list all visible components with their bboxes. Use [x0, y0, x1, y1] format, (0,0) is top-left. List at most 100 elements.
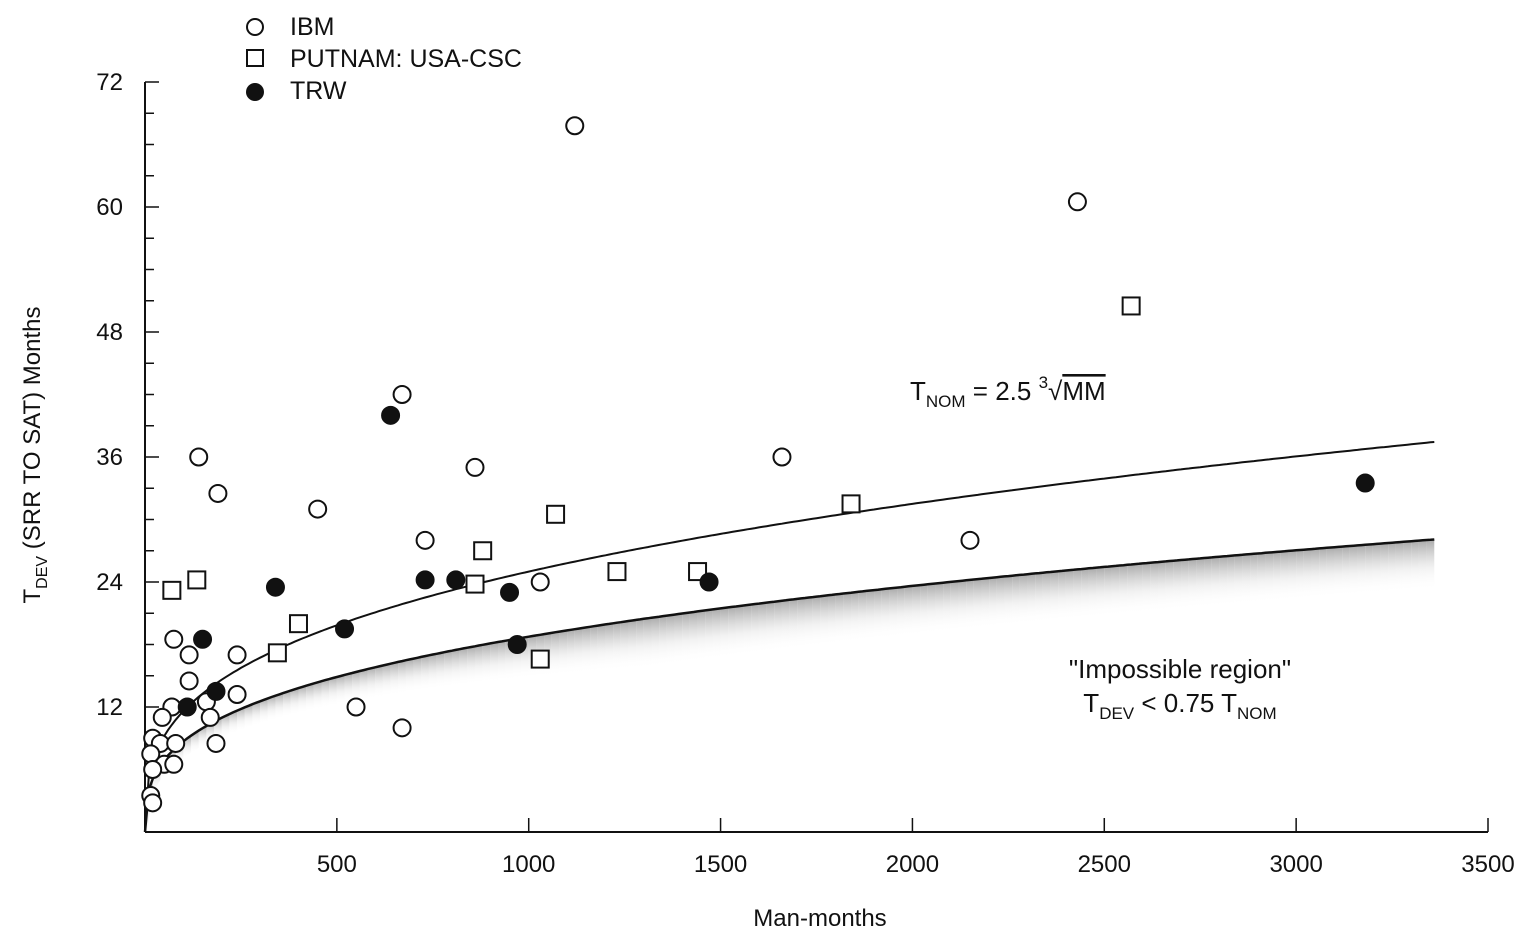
impossible-shade-band [1142, 562, 1151, 614]
impossible-shade-band [474, 644, 483, 685]
impossible-shade-band [774, 600, 782, 652]
x-tick-label: 2000 [886, 851, 939, 878]
y-axis-title-subscript: DEV [34, 556, 51, 589]
impossible-shade-band [1403, 541, 1412, 592]
impossible-shade-band [897, 586, 905, 638]
ibm-point [530, 572, 550, 592]
impossible-shade-band [804, 597, 813, 648]
impossible-shade-band [1165, 560, 1174, 612]
impossible-shade-band [375, 665, 383, 698]
impossible-shade-band [1104, 566, 1112, 617]
impossible-shade-band [436, 652, 445, 689]
impossible-shade-band [1357, 544, 1366, 596]
impossible-shade-band [697, 610, 706, 662]
impossible-shade-band [1012, 574, 1020, 626]
impossible-boundary-curve [143, 538, 1435, 833]
ibm-point [189, 447, 209, 467]
x-tick-label: 1000 [502, 851, 555, 878]
impossible-shade-band [766, 601, 775, 653]
ibm-point [227, 685, 247, 704]
ibm-point [206, 733, 226, 753]
impossible-shade-band [1303, 549, 1312, 600]
impossible-shade-band [605, 623, 614, 672]
ibm-point [152, 707, 172, 727]
x-tick-label: 3000 [1269, 851, 1322, 878]
impossible-shade-band [1088, 567, 1097, 619]
impossible-shade-band [1019, 574, 1028, 625]
impossible-shade-band [1280, 550, 1289, 602]
condition-dev-subscript: DEV [1099, 704, 1135, 723]
impossible-shade-band [820, 595, 829, 647]
t-nom-formula-label: TNOM = 2.5 3√MM [910, 373, 1106, 411]
impossible-shade-band [950, 581, 959, 632]
impossible-shade-band [843, 592, 852, 644]
impossible-shade-band [1411, 540, 1419, 592]
impossible-shade-band [1273, 551, 1281, 603]
ibm-point [1067, 192, 1087, 212]
impossible-shade-band [1173, 560, 1182, 611]
t-nom-formula-subscript: NOM [926, 392, 966, 411]
putnam-usa-csc-point [530, 649, 550, 669]
putnam-usa-csc-point [465, 574, 485, 594]
impossible-shade-band [1081, 568, 1089, 620]
impossible-shade-band [1150, 562, 1159, 613]
impossible-shade-band [636, 618, 644, 670]
impossible-shade-band [352, 671, 360, 702]
x-tick-label: 1500 [694, 851, 747, 878]
impossible-shade-band [482, 643, 491, 684]
impossible-shade-band [973, 578, 982, 630]
impossible-shade-band [359, 669, 368, 701]
t-nom-formula-t: T [910, 376, 926, 406]
impossible-shade-band [666, 614, 675, 666]
impossible-shade-band [344, 672, 353, 704]
impossible-shade-band [1188, 558, 1197, 610]
y-axis-title-rest: (SRR TO SAT) Months [19, 307, 46, 556]
trw-point [265, 577, 285, 597]
x-tick-label: 3500 [1461, 851, 1514, 878]
impossible-shade-band [628, 619, 637, 670]
ibm-point [208, 483, 228, 503]
impossible-shade-band [659, 615, 667, 667]
putnam-usa-csc-point [841, 494, 861, 514]
impossible-shade-band [781, 599, 790, 651]
impossible-shade-band [551, 631, 560, 677]
impossible-shade-band [590, 625, 598, 673]
impossible-shade-band [789, 598, 798, 650]
impossible-shade-band [1119, 564, 1128, 616]
impossible-shade-band [321, 679, 330, 708]
y-tick-label: 12 [96, 694, 123, 721]
impossible-shade-band [858, 590, 867, 642]
impossible-shade-band [1035, 572, 1043, 624]
putnam-usa-csc-point [267, 643, 287, 663]
legend: IBM PUTNAM: USA-CSC TRW [246, 13, 522, 105]
impossible-shade-band [1096, 566, 1105, 618]
impossible-shade-band [413, 656, 422, 692]
ibm-point [465, 457, 485, 477]
putnam-usa-csc-point [473, 541, 493, 561]
impossible-shade-band [398, 660, 406, 695]
impossible-shade-band [1349, 545, 1358, 596]
impossible-shade-band [812, 596, 821, 648]
impossible-shade-band [390, 661, 399, 696]
impossible-shade-band [1288, 550, 1297, 601]
impossible-shade-band [1058, 570, 1066, 622]
impossible-shade-band [229, 710, 238, 735]
impossible-shade-band [1181, 559, 1189, 611]
impossible-shade-band [283, 690, 291, 718]
ibm-point [565, 116, 585, 136]
t-nom-formula-radical: √ [1048, 376, 1063, 406]
x-tick-label: 2500 [1078, 851, 1131, 878]
impossible-shade-band [244, 704, 253, 729]
impossible-shade-band [1380, 542, 1389, 594]
impossible-shade-band [382, 663, 391, 697]
x-axis-title: Man-months [753, 905, 886, 930]
trw-point [381, 405, 401, 425]
putnam-usa-csc-point [1121, 296, 1141, 316]
impossible-shade-band [421, 655, 429, 691]
y-tick-label: 48 [96, 319, 123, 346]
impossible-shade-band [329, 676, 337, 707]
trw-point [500, 582, 520, 602]
impossible-shade-band [1388, 542, 1396, 593]
impossible-shade-band [1426, 539, 1435, 591]
